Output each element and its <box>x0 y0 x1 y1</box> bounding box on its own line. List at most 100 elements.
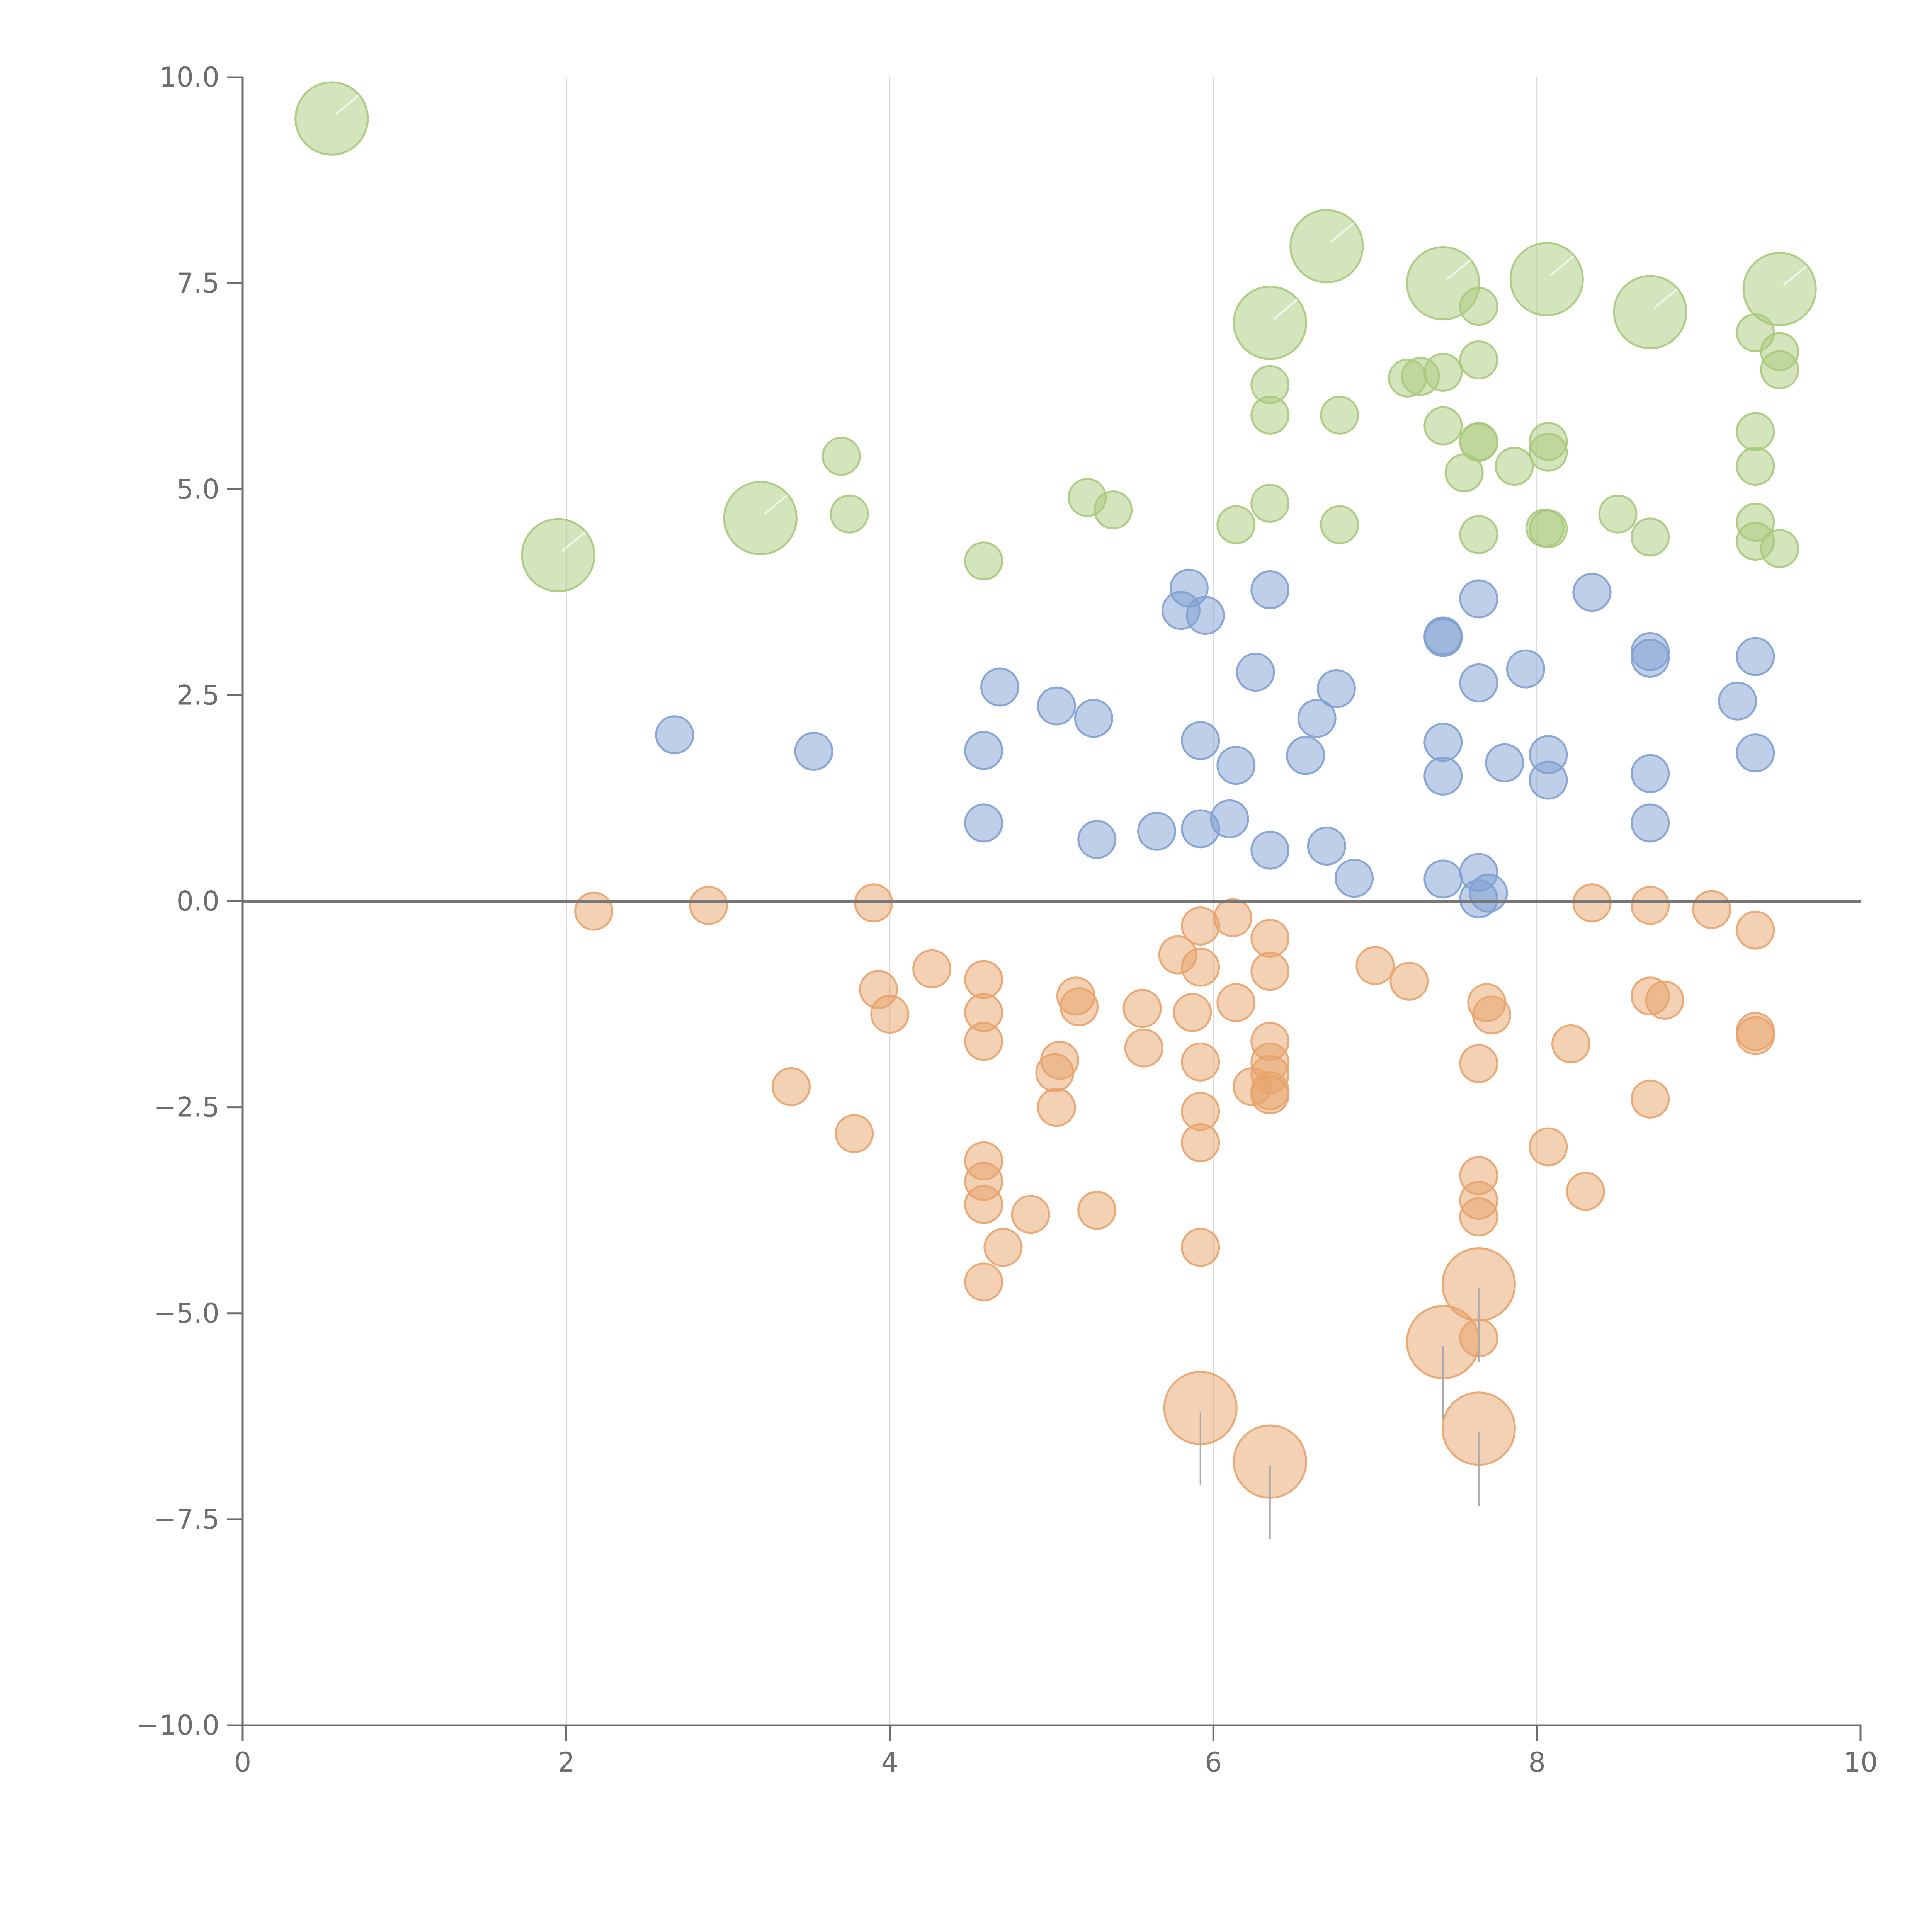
green-bubble <box>821 437 861 476</box>
blue-bubble <box>1316 669 1356 708</box>
green-bubble <box>1250 484 1290 523</box>
orange-bubble <box>1692 890 1731 929</box>
blue-bubble <box>1210 799 1249 838</box>
blue-bubble <box>1506 649 1545 689</box>
blue-bubble <box>1718 681 1757 721</box>
orange-bubble <box>1122 989 1162 1028</box>
axes: 10.0 7.5 5.0 2.5 0.0 −2.5 −5.0 −7.5 −10.0 0 2 4 6 8 10 <box>136 61 1878 1778</box>
orange-bubble <box>1124 1028 1163 1068</box>
orange-bubble <box>1250 1075 1290 1115</box>
orange-bubble <box>1736 1016 1775 1055</box>
green-bubble <box>1529 509 1568 549</box>
orange-bubble <box>1529 1127 1568 1167</box>
blue-bubble <box>794 731 833 771</box>
x-tick-label: 8 <box>1528 1747 1546 1778</box>
blue-bubble <box>1423 618 1463 657</box>
blue-bubble <box>1631 638 1670 678</box>
orange-bubble <box>1181 1123 1220 1162</box>
x-tick-label: 6 <box>1205 1747 1222 1778</box>
green-bubble <box>1320 505 1359 544</box>
orange-bubble <box>1645 980 1684 1020</box>
green-bubble <box>1613 275 1687 349</box>
green-bubble <box>1459 423 1498 462</box>
orange-bubble <box>1631 886 1670 925</box>
leader-line <box>1330 222 1354 243</box>
orange-bubble <box>1566 1172 1605 1211</box>
x-tick-label: 2 <box>558 1747 575 1778</box>
leader-line <box>764 494 788 515</box>
green-bubble <box>1423 352 1463 392</box>
green-bubble <box>1320 395 1359 435</box>
orange-bubble <box>1551 1024 1591 1063</box>
leader-line <box>1783 265 1807 286</box>
green-bubble <box>1289 209 1364 284</box>
green-bubble <box>294 81 369 156</box>
green-bubble <box>1760 529 1799 568</box>
blue-bubble <box>1074 699 1113 738</box>
green-bubble <box>1736 447 1775 486</box>
green-bubble <box>1459 287 1498 326</box>
blue-bubble <box>964 803 1003 843</box>
blue-bubble <box>1307 827 1346 866</box>
blue-bubble <box>1216 746 1256 785</box>
green-bubble <box>1495 447 1534 486</box>
orange-bubble <box>1472 995 1511 1035</box>
green-bubble <box>1423 406 1463 446</box>
orange-bubble <box>835 1114 874 1153</box>
blue-bubble <box>1037 686 1076 726</box>
orange-bubble <box>771 1067 811 1106</box>
orange-bubble <box>689 886 728 925</box>
orange-bubble <box>1040 1041 1079 1080</box>
blue-bubble <box>1423 859 1463 899</box>
blue-bubble <box>1631 803 1670 843</box>
orange-bubble <box>574 891 614 931</box>
blue-bubble <box>1250 830 1290 870</box>
orange-bubble <box>1213 898 1252 937</box>
blue-bubble <box>1137 811 1177 851</box>
blue-bubble <box>1286 736 1325 775</box>
blue-bubble <box>1297 699 1337 738</box>
orange-bubble <box>1389 961 1429 1001</box>
y-tick-label: 5.0 <box>177 473 219 505</box>
green-bubble <box>1529 432 1568 472</box>
blue-bubble <box>655 715 694 755</box>
orange-bubble <box>964 1022 1003 1061</box>
blue-bubble <box>1485 743 1524 782</box>
orange-bubble <box>1181 906 1220 946</box>
green-bubble <box>1459 340 1498 379</box>
green-bubble <box>1760 350 1799 389</box>
orange-bubble <box>1037 1088 1076 1127</box>
leader-line <box>1446 259 1471 280</box>
green-bubble <box>1459 515 1498 554</box>
green-bubble <box>1509 242 1584 316</box>
orange-bubble <box>1736 910 1775 950</box>
leader-line <box>1273 299 1298 320</box>
y-tick-label: −7.5 <box>154 1503 219 1535</box>
orange-bubble <box>1173 993 1212 1032</box>
blue-bubble <box>980 667 1020 707</box>
blue-bubble <box>1423 723 1463 762</box>
orange-bubble <box>964 960 1003 999</box>
green-bubble <box>723 481 798 555</box>
data-points <box>294 81 1817 1499</box>
y-tick-label: −2.5 <box>154 1092 219 1123</box>
orange-bubble <box>1181 947 1220 987</box>
annotation-leader-lines <box>335 95 1807 1539</box>
blue-bubble <box>1185 596 1225 635</box>
green-bubble <box>1736 412 1775 451</box>
blue-bubble <box>1423 756 1463 796</box>
orange-bubble <box>1216 983 1256 1022</box>
blue-bubble <box>1572 573 1612 612</box>
orange-bubble <box>854 883 893 923</box>
blue-bubble <box>1529 760 1568 800</box>
orange-bubble <box>1077 1190 1117 1230</box>
y-tick-label: 0.0 <box>177 886 219 917</box>
blue-bubble <box>1250 570 1290 609</box>
green-bubble <box>830 494 869 534</box>
green-bubble <box>964 541 1003 581</box>
orange-bubble <box>964 1262 1003 1302</box>
green-bubble <box>1250 395 1290 435</box>
y-tick-label: 2.5 <box>177 679 219 711</box>
orange-bubble <box>1631 1079 1670 1119</box>
